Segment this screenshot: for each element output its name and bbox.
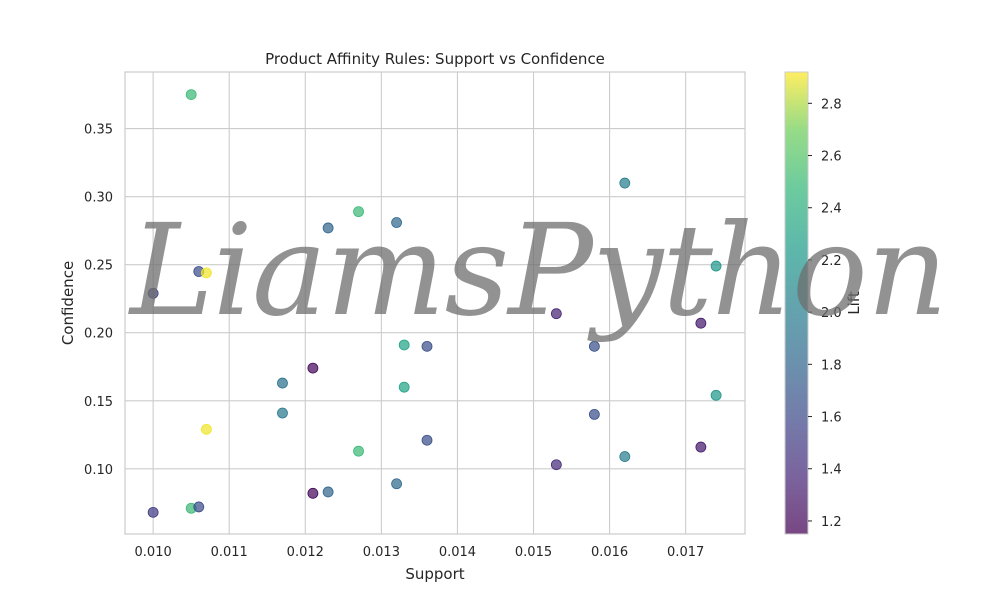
x-tick-label: 0.010 (135, 545, 172, 560)
colorbar (784, 71, 809, 535)
scatter-point (277, 377, 288, 389)
scatter-point (710, 389, 722, 401)
scatter-point (619, 451, 631, 462)
scatter-point (200, 267, 212, 279)
colorbar-tick-label: 2.6 (821, 150, 842, 165)
y-tick-label: 0.30 (84, 191, 113, 206)
scatter-point (185, 89, 197, 100)
scatter-point (307, 487, 319, 499)
scatter-point (550, 459, 562, 471)
x-axis-label: Support (405, 565, 464, 583)
y-tick-label: 0.20 (84, 327, 113, 342)
grid-lines (125, 72, 745, 534)
colorbar-tick-label: 2.8 (821, 97, 842, 112)
scatter-point (588, 340, 600, 352)
x-tick-label: 0.015 (515, 545, 552, 560)
scatter-point (619, 177, 631, 189)
scatter-point (322, 222, 334, 234)
scatter-point (147, 506, 159, 518)
scatter-point (277, 407, 288, 419)
scatter-point (588, 408, 600, 420)
x-tick-label: 0.013 (363, 545, 400, 560)
y-tick-label: 0.35 (84, 123, 113, 138)
x-tick-label: 0.016 (591, 545, 628, 560)
x-tick-label: 0.012 (287, 545, 324, 560)
colorbar-tick-label: 2.0 (821, 306, 842, 321)
scatter-point (391, 217, 402, 228)
y-tick-label: 0.25 (84, 259, 113, 274)
scatter-point (307, 362, 319, 374)
scatter-point (391, 478, 402, 490)
colorbar-tick-label: 2.2 (821, 254, 842, 269)
x-tick-label: 0.011 (211, 545, 248, 560)
scatter-point (710, 260, 722, 272)
scatter-point (193, 501, 205, 513)
x-tick-labels: 0.010 0.011 0.012 0.013 0.014 0.015 0.016 0.017 (135, 545, 705, 560)
data-points (147, 89, 722, 518)
colorbar-tick-label: 1.6 (821, 411, 842, 426)
scatter-point (353, 206, 364, 218)
colorbar-tick-label: 1.8 (821, 358, 842, 373)
scatter-point (353, 445, 364, 457)
plot-background (125, 72, 745, 534)
scatter-point (322, 486, 334, 498)
scatter-point (421, 340, 433, 352)
scatter-point (695, 441, 707, 453)
colorbar-label: Lift (845, 291, 863, 315)
scatter-point (200, 423, 212, 435)
chart-title: Product Affinity Rules: Support vs Confi… (265, 50, 605, 68)
colorbar-tick-label: 1.2 (821, 515, 842, 530)
scatter-point (398, 381, 410, 393)
scatter-point (147, 287, 159, 299)
plot-frame (124, 71, 746, 535)
y-tick-label: 0.10 (84, 463, 113, 478)
colorbar-tick-label: 1.4 (821, 463, 842, 478)
colorbar-tick-label: 2.4 (821, 202, 842, 217)
scatter-point (695, 317, 707, 329)
scatter-point (550, 308, 562, 320)
colorbar-tick-labels: 1.2 1.4 1.6 1.8 2.0 2.2 2.4 2.6 2.8 (808, 97, 842, 530)
y-tick-label: 0.15 (84, 395, 113, 410)
x-tick-label: 0.017 (667, 545, 704, 560)
y-axis-label: Confidence (59, 261, 77, 345)
scatter-point (398, 339, 410, 351)
x-tick-label: 0.014 (439, 545, 476, 560)
y-tick-labels: 0.10 0.15 0.20 0.25 0.30 0.35 (84, 123, 113, 478)
scatter-point (421, 434, 433, 446)
